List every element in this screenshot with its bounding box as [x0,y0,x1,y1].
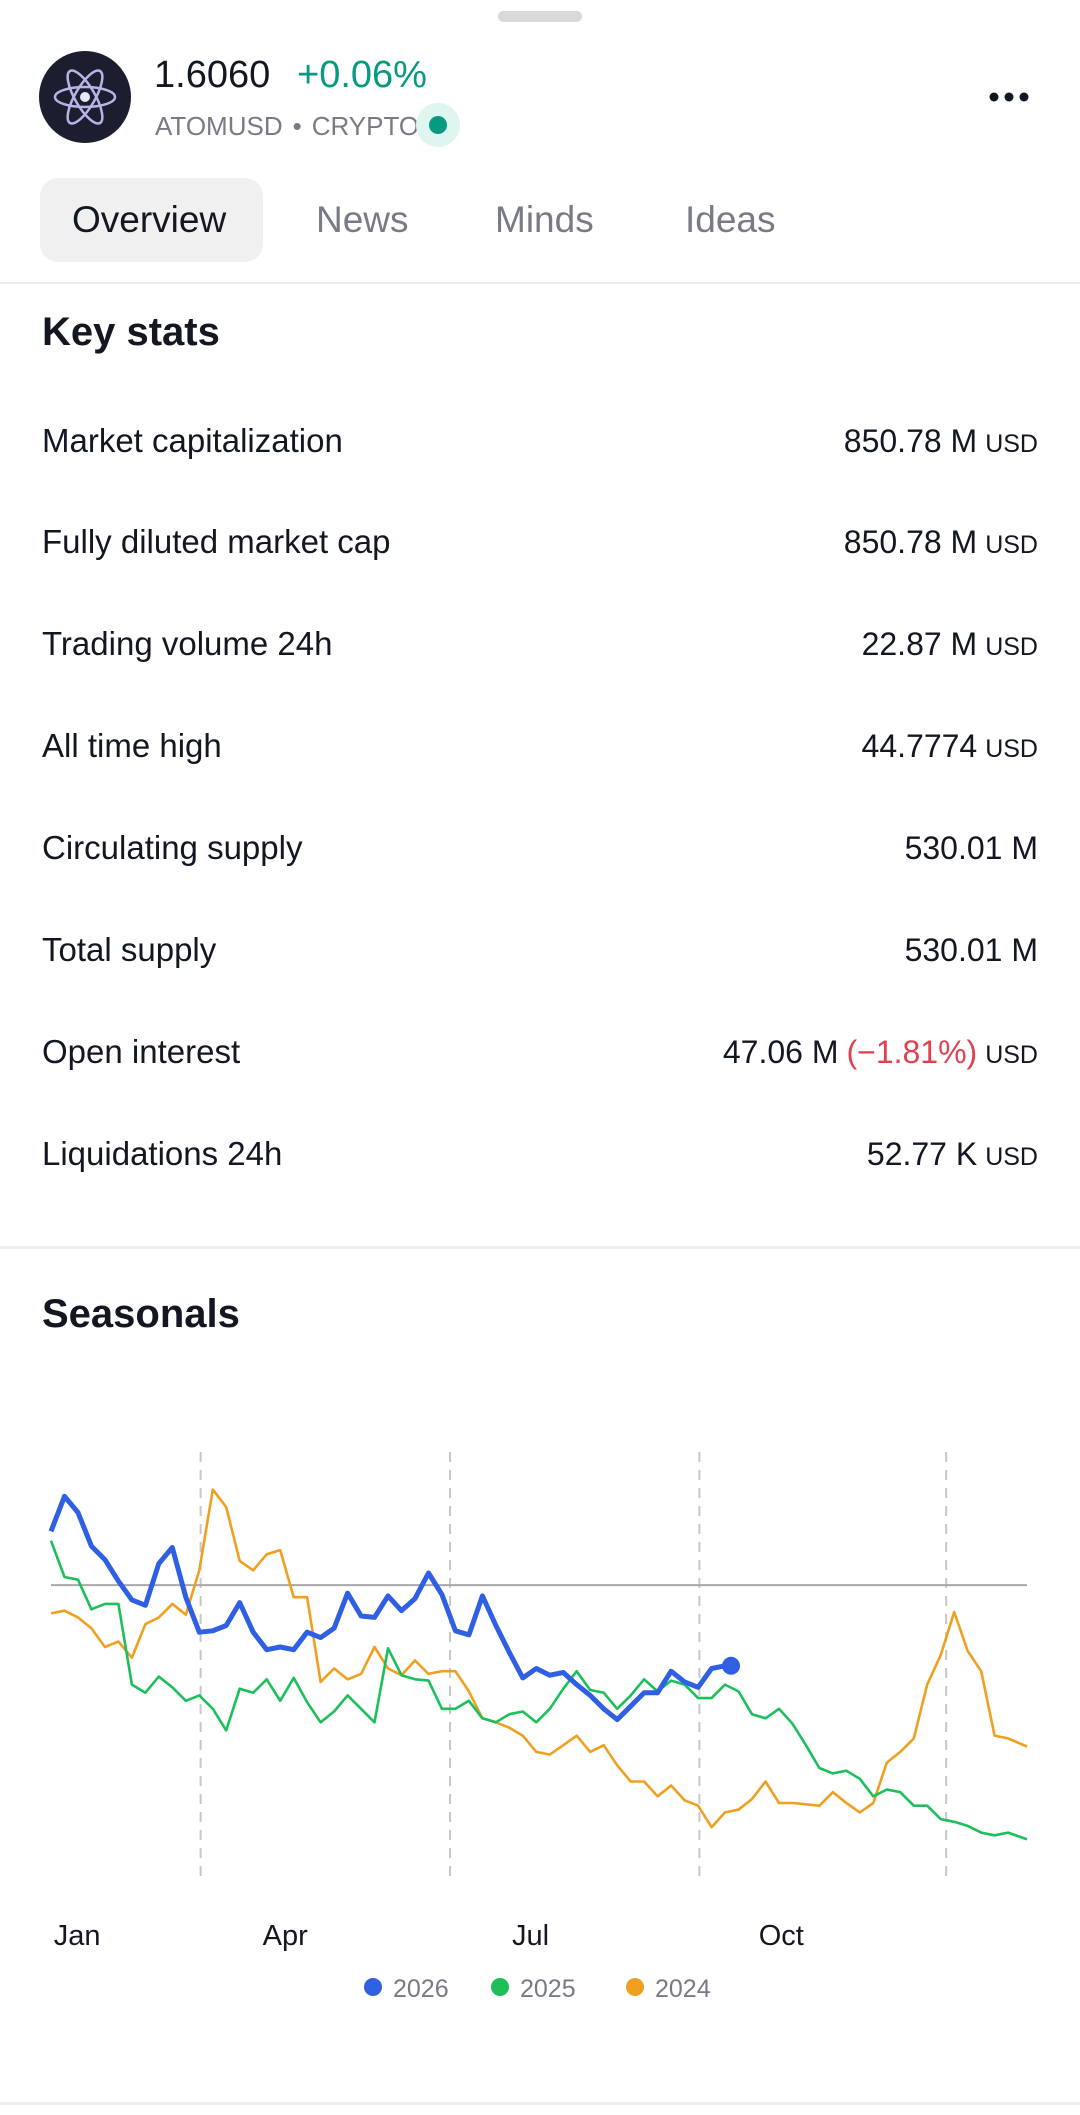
stat-value: 22.87 M [861,626,978,662]
section-title: Seasonals [42,1292,240,1336]
stat-value: 530.01 M [904,932,1038,968]
section-title: Key stats [42,310,220,354]
stat-value-group: 530.01 M [905,931,1038,969]
stat-value: 530.01 M [904,830,1038,866]
legend-label: 2024 [655,1975,711,2003]
stat-row: Trading volume 24h 22.87 M USD [42,614,1038,674]
stat-value: 52.77 K [866,1136,978,1172]
stat-unit: USD [985,1143,1038,1171]
x-tick-label: Apr [263,1920,308,1952]
stat-value: 47.06 M [722,1034,839,1070]
stat-label: Open interest [42,1033,241,1070]
divider [0,1246,1080,1249]
stat-unit: USD [985,531,1038,559]
stat-label: Circulating supply [42,829,303,866]
more-menu[interactable] [988,90,1030,104]
symbol: ATOMUSD [155,111,283,141]
stat-unit: USD [985,430,1038,458]
tab-active-bg [40,178,263,262]
stat-row: Market capitalization 850.78 M USD [42,411,1038,471]
series-line [48,1493,726,1723]
stat-row: Liquidations 24h 52.77 K USD [42,1124,1038,1184]
stat-value-group: 52.77 K USD [867,1135,1038,1173]
legend-swatch [491,1978,509,1996]
coin-icon [39,51,131,143]
stat-label: Liquidations 24h [42,1135,283,1172]
stat-value-group: 22.87 M USD [862,625,1038,663]
symbol-line: ATOMUSD • CRYPTO [155,111,419,142]
stat-label: Trading volume 24h [42,625,333,662]
stat-row: Circulating supply 530.01 M [42,818,1038,878]
stat-unit: USD [985,735,1038,763]
divider [0,2102,1080,2105]
legend-swatch [364,1978,382,1996]
stat-value-group: 44.7774 USD [862,727,1038,765]
stat-value-group: 850.78 M USD [844,422,1038,460]
stat-value: 44.7774 [861,728,978,764]
stat-change: (−1.81%) [846,1034,978,1070]
stat-label: All time high [42,727,222,764]
series-line [50,1488,1028,1829]
x-tick-label: Jan [54,1920,101,1952]
current-point [722,1656,741,1675]
tab[interactable]: News [316,199,409,240]
stat-value-group: 850.78 M USD [844,523,1038,561]
x-tick-label: Oct [759,1920,804,1952]
series-line [49,1540,1028,1841]
stat-value: 850.78 M [843,524,978,560]
stat-label: Total supply [42,931,217,968]
divider [0,282,1080,284]
stat-value-group: 47.06 M (−1.81%) USD [723,1033,1038,1071]
stat-row: All time high 44.7774 USD [42,716,1038,776]
price-change: +0.06% [297,54,427,96]
stat-unit: USD [985,1041,1038,1069]
legend-label: 2026 [393,1975,449,2003]
stat-row: Open interest 47.06 M (−1.81%) USD [42,1022,1038,1082]
legend-label: 2025 [520,1975,576,2003]
stat-label: Market capitalization [42,422,343,459]
legend-swatch [626,1978,644,1996]
market: CRYPTO [311,111,420,141]
tab[interactable]: Overview [72,199,227,240]
stat-unit: USD [985,633,1038,661]
tab[interactable]: Ideas [685,199,776,240]
stat-row: Total supply 530.01 M [42,920,1038,980]
stat-row: Fully diluted market cap 850.78 M USD [42,512,1038,572]
separator: • [292,111,302,141]
tab[interactable]: Minds [495,199,594,240]
stat-value: 850.78 M [843,423,978,459]
stat-value-group: 530.01 M [905,829,1038,867]
status-badge [416,103,460,147]
stat-label: Fully diluted market cap [42,523,391,560]
price: 1.6060 [154,54,271,96]
x-tick-label: Jul [512,1920,549,1952]
drag-handle[interactable] [498,11,582,22]
